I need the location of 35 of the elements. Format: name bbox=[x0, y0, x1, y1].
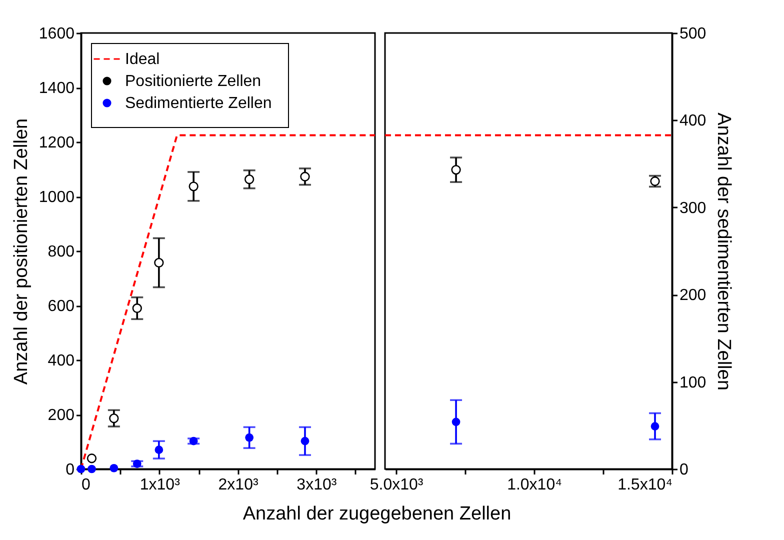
x-axis-title: Anzahl der zugegebenen Zellen bbox=[242, 504, 512, 524]
y2-axis-title: Anzahl der sedimentierten Zellen bbox=[713, 112, 734, 390]
y-tick-label: 1200 bbox=[38, 134, 75, 152]
point bbox=[132, 303, 142, 314]
y2-tick-label: 300 bbox=[680, 200, 706, 217]
y2-tick-label: 200 bbox=[680, 287, 706, 304]
legend-label: Positionierte Zellen bbox=[125, 73, 262, 90]
y2-tick-label: 400 bbox=[680, 112, 706, 130]
y2-tick-label: 500 bbox=[680, 26, 706, 42]
point bbox=[300, 172, 310, 182]
x-tick-label: 1.0x10⁴ bbox=[507, 476, 562, 494]
point bbox=[86, 454, 97, 464]
x-tick-label: 0 bbox=[82, 476, 90, 494]
y2-tick-label: 100 bbox=[680, 374, 706, 392]
y-tick-label: 200 bbox=[48, 407, 75, 424]
legend-label: Ideal bbox=[125, 51, 160, 68]
point bbox=[109, 413, 119, 424]
point bbox=[154, 258, 164, 268]
y-tick-label: 800 bbox=[48, 244, 75, 260]
y-tick-label: 0 bbox=[66, 462, 75, 478]
x-tick-label: 3x10³ bbox=[296, 476, 338, 494]
y-tick-label: 600 bbox=[48, 298, 75, 315]
y-axis-title: Anzahl der positionierten Zellen bbox=[10, 118, 32, 385]
legend-label: Sedimentierte Zellen bbox=[125, 95, 272, 112]
y-tick-label: 400 bbox=[48, 352, 75, 370]
x-tick-label: 2x10³ bbox=[218, 476, 259, 494]
point bbox=[188, 182, 198, 192]
y2-tick-label: 0 bbox=[680, 462, 688, 478]
point bbox=[244, 174, 254, 184]
x-tick-label: 1.5x10⁴ bbox=[618, 476, 673, 494]
x-tick-label: 5.0x10³ bbox=[370, 476, 424, 494]
y-tick-label: 1000 bbox=[38, 189, 75, 206]
y-tick-label: 1600 bbox=[38, 26, 75, 42]
x-tick-label: 1x10³ bbox=[140, 476, 181, 494]
y-tick-label: 1400 bbox=[38, 80, 75, 97]
